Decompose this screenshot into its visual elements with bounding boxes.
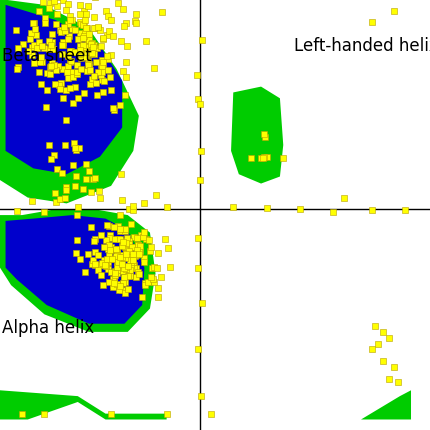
Polygon shape bbox=[0, 379, 166, 420]
Text: Beta sheet: Beta sheet bbox=[2, 46, 92, 64]
Polygon shape bbox=[0, 0, 138, 204]
Text: Left-handed helix: Left-handed helix bbox=[294, 37, 430, 55]
Polygon shape bbox=[230, 87, 283, 184]
Polygon shape bbox=[360, 390, 410, 420]
Polygon shape bbox=[0, 210, 155, 332]
Text: Alpha helix: Alpha helix bbox=[2, 318, 94, 336]
Polygon shape bbox=[6, 6, 122, 175]
Polygon shape bbox=[6, 215, 144, 324]
